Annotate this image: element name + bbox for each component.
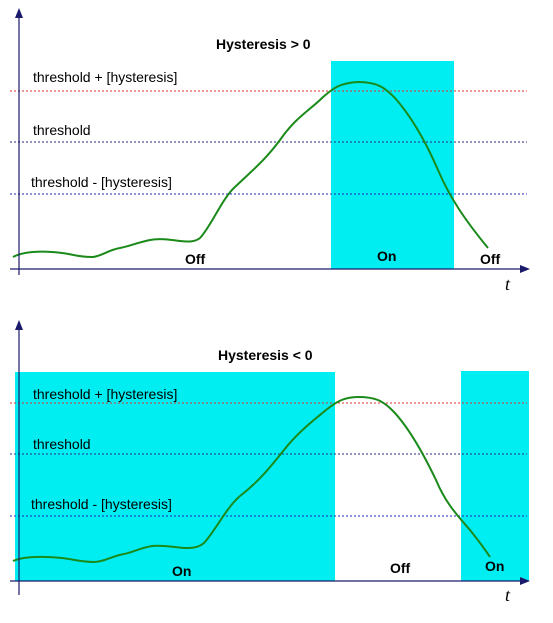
panel-hysteresis-positive: Hysteresis > 0 threshold + [hysteresis] …	[10, 8, 530, 294]
time-axis-arrow	[520, 577, 530, 585]
lower-threshold-label: threshold - [hysteresis]	[31, 174, 172, 190]
state-label: On	[485, 558, 504, 574]
threshold-label: threshold	[33, 122, 91, 138]
upper-threshold-label: threshold + [hysteresis]	[33, 386, 177, 402]
vertical-axis-arrow	[15, 320, 23, 330]
vertical-axis-arrow	[15, 8, 23, 18]
upper-threshold-label: threshold + [hysteresis]	[33, 69, 177, 85]
panel-title: Hysteresis < 0	[218, 347, 313, 363]
state-label: Off	[480, 251, 501, 267]
panel-title: Hysteresis > 0	[216, 36, 311, 52]
state-label: Off	[390, 560, 411, 576]
lower-threshold-label: threshold - [hysteresis]	[31, 496, 172, 512]
on-region	[461, 371, 529, 581]
time-axis-arrow	[520, 265, 530, 273]
time-axis-label: t	[505, 585, 511, 605]
time-axis-label: t	[505, 274, 511, 294]
state-label: On	[377, 248, 396, 264]
panel-hysteresis-negative: Hysteresis < 0 threshold + [hysteresis] …	[10, 320, 530, 605]
state-label: On	[172, 563, 191, 579]
signal-curve	[12, 80, 489, 259]
state-label: Off	[185, 251, 206, 267]
threshold-label: threshold	[33, 436, 91, 452]
signal-curve	[12, 395, 491, 564]
